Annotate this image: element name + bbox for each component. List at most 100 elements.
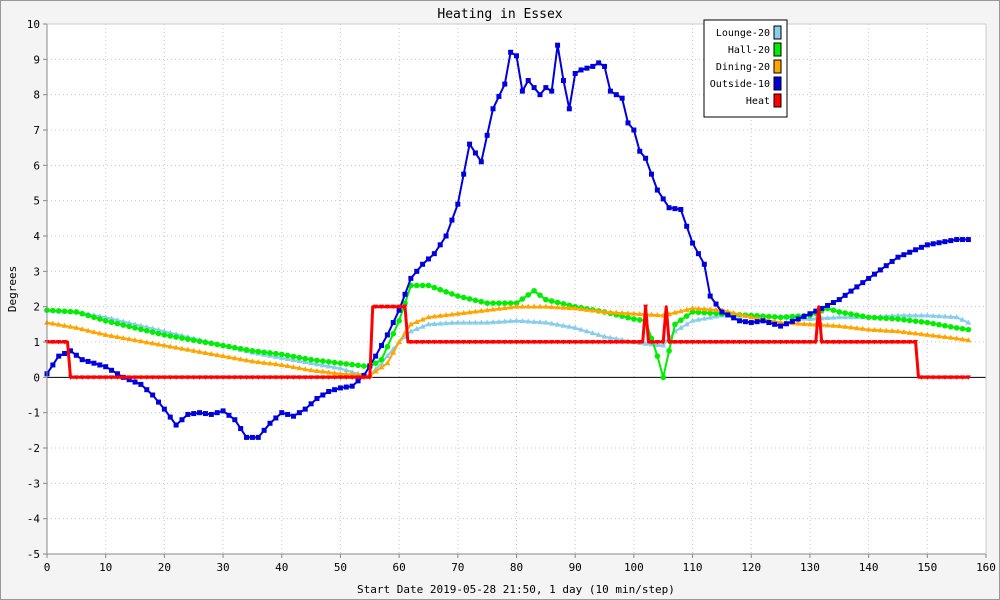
data-point xyxy=(255,359,262,365)
data-point xyxy=(448,319,455,325)
data-point xyxy=(132,337,139,343)
data-point xyxy=(67,323,74,329)
data-point xyxy=(102,331,109,337)
data-point xyxy=(683,321,690,327)
data-point xyxy=(601,308,608,314)
data-point xyxy=(894,312,901,318)
data-point xyxy=(619,95,625,101)
data-point xyxy=(413,318,420,324)
data-point xyxy=(883,327,890,333)
data-point xyxy=(431,320,438,326)
data-point xyxy=(425,321,432,327)
data-point xyxy=(542,303,549,309)
data-point xyxy=(783,314,790,320)
data-point xyxy=(865,314,872,321)
data-point xyxy=(543,85,549,91)
x-tick-label: 130 xyxy=(800,561,820,574)
data-point xyxy=(636,311,643,317)
x-tick-label: 120 xyxy=(741,561,761,574)
data-point xyxy=(120,375,126,380)
data-point xyxy=(85,327,92,333)
data-point xyxy=(947,334,954,340)
data-point xyxy=(243,346,250,353)
data-point xyxy=(536,319,543,325)
data-point xyxy=(232,375,238,380)
data-point xyxy=(965,337,972,343)
data-point xyxy=(913,247,919,253)
data-point xyxy=(126,336,133,342)
data-point xyxy=(643,304,649,310)
data-point xyxy=(830,322,837,328)
data-point xyxy=(707,314,714,320)
data-point xyxy=(842,310,848,316)
data-point xyxy=(819,340,825,345)
x-tick-label: 40 xyxy=(275,561,288,574)
data-point xyxy=(895,254,901,260)
data-point xyxy=(425,314,432,320)
data-point xyxy=(132,321,139,327)
data-point xyxy=(736,311,743,317)
data-point xyxy=(830,300,836,306)
data-point xyxy=(325,369,332,375)
data-point xyxy=(648,311,655,317)
data-point xyxy=(901,340,907,345)
y-tick-label: 9 xyxy=(33,53,40,66)
data-point xyxy=(285,411,291,417)
data-point xyxy=(513,317,520,323)
data-point xyxy=(795,316,801,322)
data-point xyxy=(684,340,690,345)
data-point xyxy=(537,292,543,298)
data-point xyxy=(79,375,85,380)
data-point xyxy=(407,321,414,327)
data-point xyxy=(507,318,514,324)
data-point xyxy=(806,321,813,327)
data-point xyxy=(448,311,455,317)
data-point xyxy=(132,375,138,380)
data-point xyxy=(895,340,901,345)
data-point xyxy=(214,341,220,348)
data-point xyxy=(636,317,643,323)
data-point xyxy=(308,375,314,380)
data-point xyxy=(443,340,449,345)
data-point xyxy=(771,314,778,320)
data-point xyxy=(431,340,437,345)
data-point xyxy=(590,340,596,345)
data-point xyxy=(953,325,960,331)
data-point xyxy=(50,307,56,314)
y-tick-labels: -5 -4 -3 -2 -1 0 1 2 3 4 5 6 7 8 9 10 xyxy=(27,18,41,561)
data-point xyxy=(836,323,843,329)
legend-label-heat: Heat xyxy=(746,96,770,107)
data-point xyxy=(255,375,261,380)
data-point xyxy=(244,434,250,440)
data-point xyxy=(795,340,801,345)
data-point xyxy=(190,347,197,353)
data-point xyxy=(678,317,684,324)
data-point xyxy=(601,333,608,339)
data-point xyxy=(959,316,966,322)
data-point xyxy=(79,326,86,332)
data-point xyxy=(390,320,396,326)
data-point xyxy=(912,312,919,318)
data-point xyxy=(361,363,367,369)
data-point xyxy=(261,359,268,365)
data-point xyxy=(431,313,438,319)
data-point xyxy=(918,331,925,337)
data-point xyxy=(414,268,420,274)
data-point xyxy=(960,237,966,243)
data-point xyxy=(572,70,578,76)
data-point xyxy=(419,323,426,329)
data-point xyxy=(701,340,707,345)
data-point xyxy=(455,201,461,207)
data-point xyxy=(783,340,789,345)
legend-swatch-hall-20 xyxy=(773,42,782,57)
data-point xyxy=(930,312,937,318)
data-point xyxy=(425,256,431,262)
data-point xyxy=(549,88,555,94)
data-point xyxy=(325,358,332,365)
data-point xyxy=(302,355,309,362)
data-point xyxy=(208,351,215,357)
data-point xyxy=(519,296,526,302)
data-point xyxy=(772,321,778,327)
y-tick-label: -3 xyxy=(27,477,40,490)
data-point xyxy=(542,319,549,325)
